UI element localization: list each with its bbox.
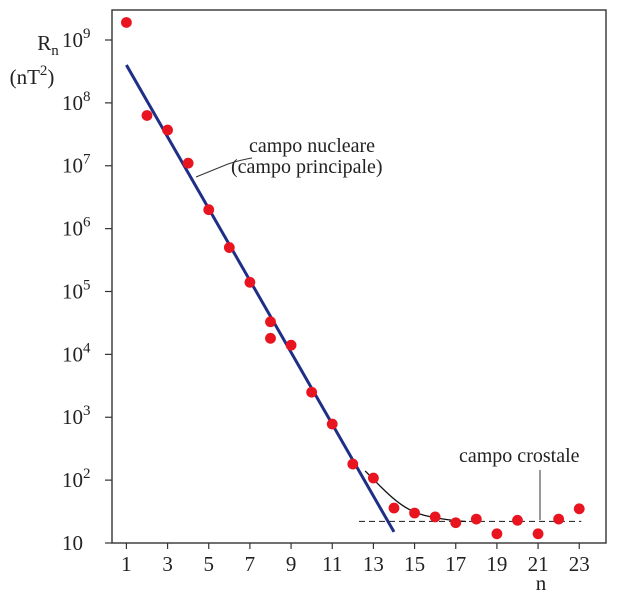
x-tick-label: 5 bbox=[203, 552, 214, 576]
x-tick-label: 9 bbox=[286, 552, 297, 576]
x-tick-label: 13 bbox=[363, 552, 384, 576]
data-point bbox=[429, 511, 441, 523]
data-point bbox=[265, 316, 276, 328]
y-tick-exponent: 5 bbox=[83, 277, 91, 293]
x-tick-label: 17 bbox=[445, 552, 466, 576]
data-point bbox=[285, 339, 297, 351]
y-axis-unit-exponent: 2 bbox=[40, 63, 48, 79]
y-tick-label: 105 bbox=[62, 277, 91, 303]
y-tick-base: 10 bbox=[62, 468, 83, 492]
data-point bbox=[347, 458, 359, 470]
y-tick-exponent: 7 bbox=[83, 152, 91, 168]
plot-frame bbox=[111, 9, 607, 544]
y-tick-label: 10 bbox=[62, 531, 83, 555]
x-tick-label: 21 bbox=[528, 552, 549, 576]
data-point bbox=[470, 513, 482, 525]
core-field-fit-line bbox=[125, 64, 396, 533]
y-tick-base: 10 bbox=[62, 405, 83, 429]
data-point bbox=[553, 513, 565, 525]
y-tick-base: 10 bbox=[62, 342, 83, 366]
y-tick-exponent: 6 bbox=[83, 215, 91, 231]
annotation-crustal-field: campo crostale bbox=[459, 445, 580, 467]
y-axis-unit: (nT2) bbox=[10, 63, 55, 89]
data-point bbox=[121, 17, 132, 28]
data-point bbox=[203, 204, 215, 216]
annotation-core-field-leader bbox=[195, 157, 253, 178]
y-tick-label: 109 bbox=[62, 26, 91, 52]
data-point bbox=[182, 157, 194, 169]
y-axis-label-subscript: n bbox=[51, 43, 59, 59]
data-point bbox=[450, 517, 462, 529]
y-tick-label: 106 bbox=[62, 215, 91, 241]
data-point bbox=[306, 386, 318, 398]
y-tick-base: 10 bbox=[62, 217, 83, 241]
data-point bbox=[409, 507, 420, 519]
y-tick-label: 108 bbox=[62, 89, 91, 115]
data-point bbox=[573, 503, 585, 515]
y-axis-label: Rn bbox=[37, 31, 59, 59]
y-tick-exponent: 2 bbox=[83, 466, 91, 482]
y-axis-unit-close: ) bbox=[47, 65, 54, 89]
y-tick-base: 10 bbox=[62, 91, 83, 115]
annotation-core-field-line1: campo nucleare bbox=[249, 135, 375, 157]
data-point bbox=[388, 502, 400, 514]
data-point bbox=[491, 528, 503, 540]
y-tick-exponent: 4 bbox=[83, 340, 91, 356]
data-point bbox=[512, 514, 523, 526]
y-tick-label: 107 bbox=[62, 152, 91, 178]
x-tick-label: 1 bbox=[121, 552, 132, 576]
y-tick-label: 102 bbox=[62, 466, 91, 492]
x-axis-label: n bbox=[536, 571, 547, 594]
y-tick-exponent: 3 bbox=[83, 403, 91, 419]
data-point bbox=[265, 332, 276, 344]
data-point bbox=[532, 528, 544, 540]
y-tick-exponent: 8 bbox=[83, 89, 91, 105]
y-tick-base: 10 bbox=[62, 28, 83, 52]
y-tick-label: 103 bbox=[62, 403, 91, 429]
data-point bbox=[244, 276, 256, 288]
y-tick-base: 10 bbox=[62, 279, 83, 303]
y-axis-unit-base: (nT bbox=[10, 65, 40, 89]
x-tick-label: 23 bbox=[569, 552, 590, 576]
x-tick-label: 15 bbox=[404, 552, 425, 576]
data-point bbox=[326, 418, 338, 430]
y-axis-label-main: R bbox=[37, 31, 51, 55]
y-tick-base: 10 bbox=[62, 531, 83, 555]
data-point bbox=[223, 242, 235, 253]
data-point bbox=[141, 110, 153, 121]
y-tick-base: 10 bbox=[62, 154, 83, 178]
y-tick-exponent: 9 bbox=[83, 26, 91, 42]
x-tick-label: 11 bbox=[322, 552, 342, 576]
data-point bbox=[368, 472, 379, 484]
x-tick-label: 19 bbox=[486, 552, 507, 576]
x-tick-label: 3 bbox=[162, 552, 173, 576]
y-tick-label: 104 bbox=[62, 340, 91, 366]
data-point bbox=[162, 124, 173, 136]
annotation-core-field-line2: (campo principale) bbox=[231, 156, 383, 178]
x-tick-label: 7 bbox=[245, 552, 256, 576]
